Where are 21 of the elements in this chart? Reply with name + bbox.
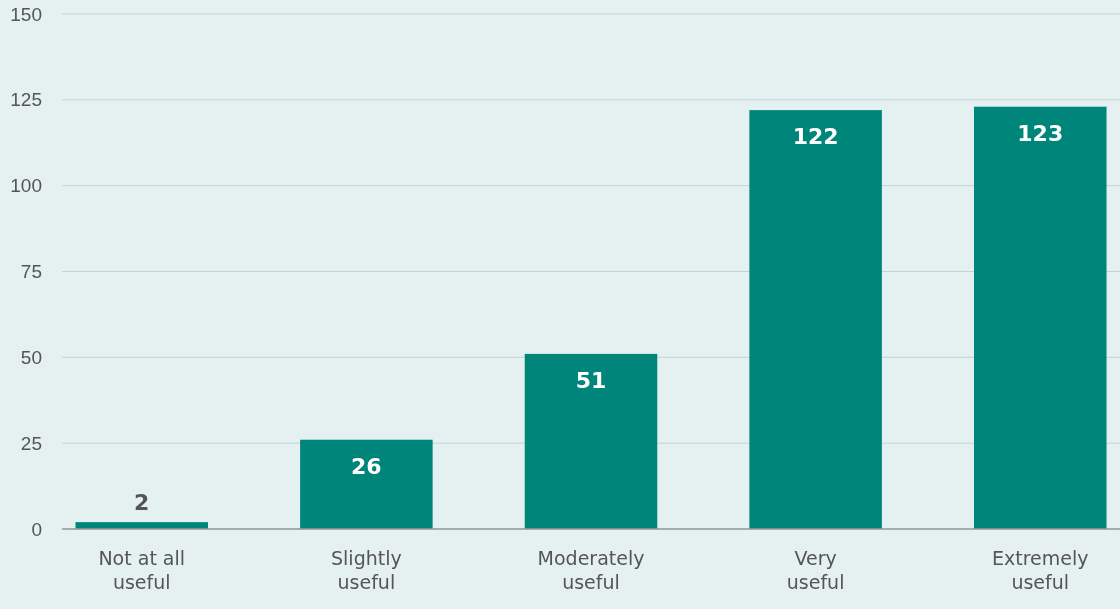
x-tick-label: Not at all useful — [98, 547, 186, 593]
data-label: 2 — [134, 490, 150, 516]
y-tick-label: 25 — [20, 432, 42, 454]
y-tick-label: 125 — [10, 89, 42, 111]
bar — [524, 353, 658, 529]
data-label: 51 — [575, 367, 607, 393]
x-tick-label: Very useful — [786, 547, 845, 593]
y-tick-label: 100 — [10, 175, 42, 197]
x-tick-label: Extremely useful — [992, 547, 1089, 593]
data-label: 122 — [792, 124, 839, 150]
y-tick-label: 75 — [20, 261, 42, 283]
bar — [973, 106, 1107, 529]
y-tick-label: 50 — [20, 346, 42, 368]
y-tick-label: 0 — [31, 518, 42, 540]
y-tick-label: 150 — [10, 3, 42, 25]
data-label: 123 — [1017, 120, 1064, 146]
bar — [749, 110, 882, 529]
x-tick-label: Slightly useful — [331, 547, 402, 593]
bar — [300, 439, 433, 529]
data-label: 26 — [351, 453, 382, 479]
x-tick-label: Moderately useful — [537, 547, 645, 593]
